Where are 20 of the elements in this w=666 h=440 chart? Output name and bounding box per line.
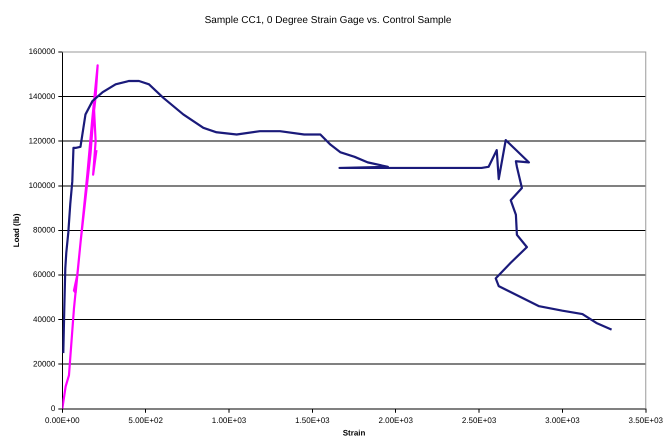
y-tick-label: 20000 <box>33 359 56 368</box>
y-tick-label: 60000 <box>33 270 56 280</box>
x-tick-label: 5.00E+02 <box>128 416 164 425</box>
y-tick-label: 0 <box>50 404 56 414</box>
x-tick-label: 3.50E+03 <box>628 416 664 425</box>
x-tick-label: 0.00E+00 <box>45 416 80 425</box>
y-tick-label: 120000 <box>28 136 56 146</box>
x-tick-label: 2.50E+03 <box>462 416 497 425</box>
x-tick-label: 1.50E+03 <box>295 416 330 425</box>
x-tick-label: 2.00E+03 <box>378 416 414 425</box>
y-axis-title: Load (lb) <box>12 213 22 248</box>
y-tick-label: 100000 <box>28 181 56 190</box>
y-tick-label: 80000 <box>33 226 56 235</box>
chart-title: Sample CC1, 0 Degree Strain Gage vs. Control Sample <box>204 14 452 26</box>
x-tick-label: 1.00E+03 <box>212 416 247 425</box>
y-tick-label: 160000 <box>28 47 56 56</box>
x-tick-label: 3.00E+03 <box>545 416 580 425</box>
x-axis-title: Strain <box>342 428 366 438</box>
y-tick-label: 140000 <box>28 92 56 101</box>
y-tick-label: 40000 <box>33 314 56 324</box>
